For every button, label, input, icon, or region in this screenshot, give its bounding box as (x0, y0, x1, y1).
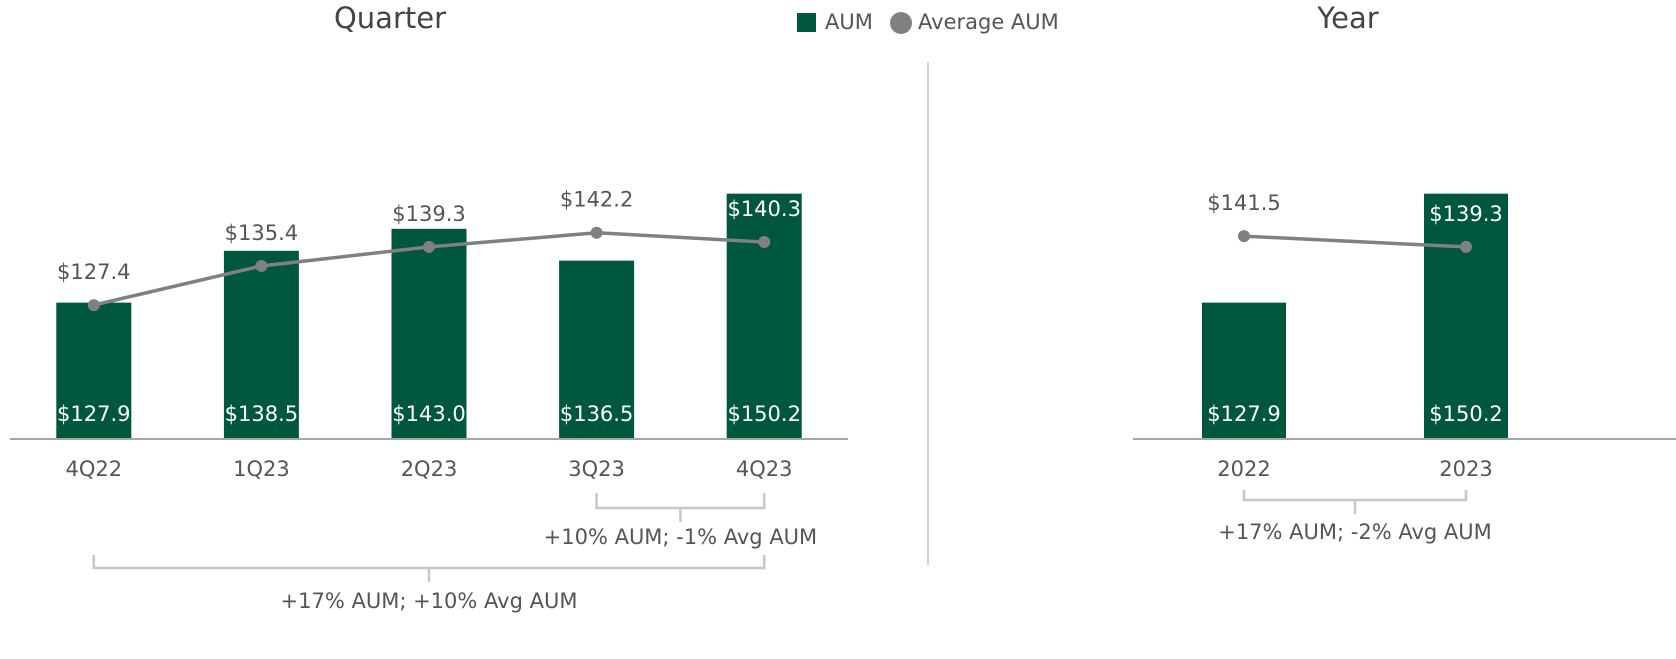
legend-label: Average AUM (918, 10, 1059, 34)
line-value-label: $127.4 (57, 260, 130, 284)
bar-value-label: $150.2 (1429, 402, 1502, 426)
bar-value-label: $138.5 (225, 402, 298, 426)
line-point (1460, 240, 1472, 253)
line-point (758, 236, 771, 249)
panel-title: Year (1316, 1, 1378, 35)
bar-value-label: $143.0 (392, 402, 465, 426)
annotation: +10% AUM; -1% Avg AUM (544, 525, 818, 549)
annotation: +17% AUM; -2% Avg AUM (1218, 520, 1492, 544)
bracket (595, 493, 766, 522)
line-point (87, 299, 100, 312)
bar-value-label: $127.9 (57, 402, 130, 426)
line (1243, 234, 1467, 249)
x-tick-label: 3Q23 (568, 457, 625, 481)
legend-swatch (890, 12, 912, 34)
bracket (1242, 490, 1468, 514)
bar-value-label: $136.5 (560, 402, 633, 426)
legend-label: AUM (825, 10, 873, 34)
bar (559, 260, 635, 439)
bar (56, 302, 132, 439)
bar (1202, 302, 1286, 439)
bar (726, 193, 802, 439)
bracket (92, 555, 766, 582)
line-value-label: $139.3 (392, 202, 465, 226)
line-value-label: $140.3 (727, 197, 800, 221)
x-tick-label: 4Q23 (736, 457, 793, 481)
bar (391, 228, 467, 439)
line-point (423, 240, 435, 253)
x-tick-label: 2Q23 (401, 457, 458, 481)
x-tick-label: 4Q22 (65, 457, 122, 481)
line-point (255, 259, 268, 272)
line-point (1238, 230, 1250, 243)
bar-value-label: $150.2 (727, 402, 800, 426)
bar (1424, 193, 1508, 439)
legend-swatch (797, 13, 816, 32)
bar-value-label: $127.9 (1207, 402, 1280, 426)
x-tick-label: 2022 (1217, 457, 1270, 481)
line-point (590, 226, 603, 239)
x-tick-label: 2023 (1439, 457, 1492, 481)
x-tick-label: 1Q23 (233, 457, 290, 481)
bar (223, 250, 299, 439)
line-value-label: $139.3 (1429, 202, 1502, 226)
annotation: +17% AUM; +10% Avg AUM (281, 589, 578, 613)
line-value-label: $135.4 (225, 221, 298, 245)
panel-title: Quarter (334, 1, 446, 35)
line-value-label: $141.5 (1207, 191, 1280, 215)
line-value-label: $142.2 (560, 188, 633, 212)
